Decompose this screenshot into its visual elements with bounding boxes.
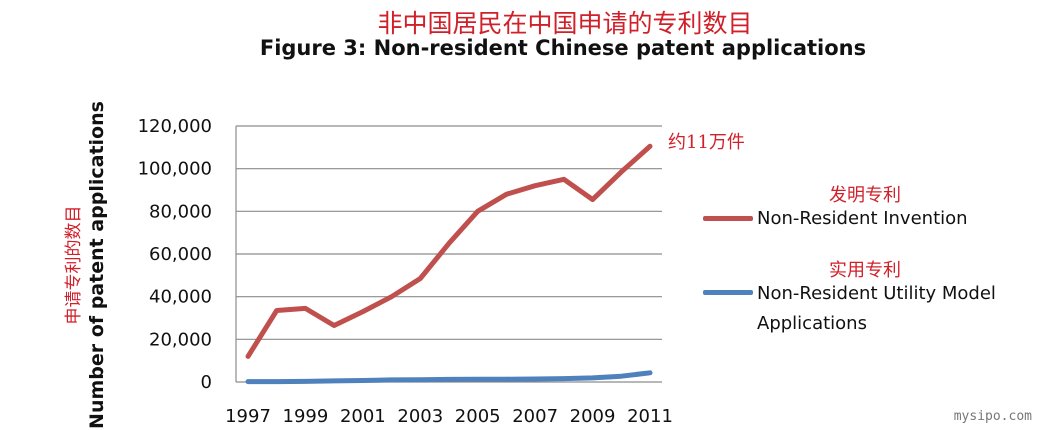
y-tick-label: 80,000 [149,201,212,222]
y-tick-label: 40,000 [149,287,212,308]
gridlines [236,125,662,340]
chart-title-chinese: 非中国居民在中国申请的专利数目 [377,9,753,38]
series-lines [245,143,653,385]
x-tick-labels: 1997 1999 2001 2003 2005 2007 2009 2011 [225,406,673,427]
y-tick-label: 60,000 [149,244,212,265]
watermark: mysipo.com [953,409,1032,424]
x-tick-label: 2001 [340,406,386,427]
legend-utility-label: Non-Resident Utility Model Applications [757,283,996,334]
y-tick-label: 120,000 [138,116,212,137]
x-tick-label: 2007 [512,406,558,427]
x-tick-label: 1997 [225,406,271,427]
chart-title: Figure 3: Non-resident Chinese patent ap… [259,36,867,60]
x-tick-label: 2003 [397,406,443,427]
legend-invention-swatch [703,216,753,221]
series-line-utility-model [245,370,653,385]
peak-annotation: 约11万件 [668,132,745,153]
y-tick-labels: 0 20,000 40,000 60,000 80,000 100,000 120,000 [138,116,212,393]
legend-invention-label-chinese: 发明专利 [829,185,901,206]
y-tick-label: 0 [201,372,212,393]
legend-utility-swatch [703,290,753,295]
x-tick-label: 1999 [283,406,329,427]
legend-invention-label: Non-Resident Invention [757,208,968,229]
y-tick-label: 100,000 [138,159,212,180]
legend-utility-label-chinese: 实用专利 [829,260,901,281]
y-tick-label: 20,000 [149,329,212,350]
x-tick-label: 2009 [570,406,616,427]
series-line-invention [245,143,653,359]
x-tick-label: 2005 [455,406,501,427]
x-tick-label: 2011 [627,406,673,427]
